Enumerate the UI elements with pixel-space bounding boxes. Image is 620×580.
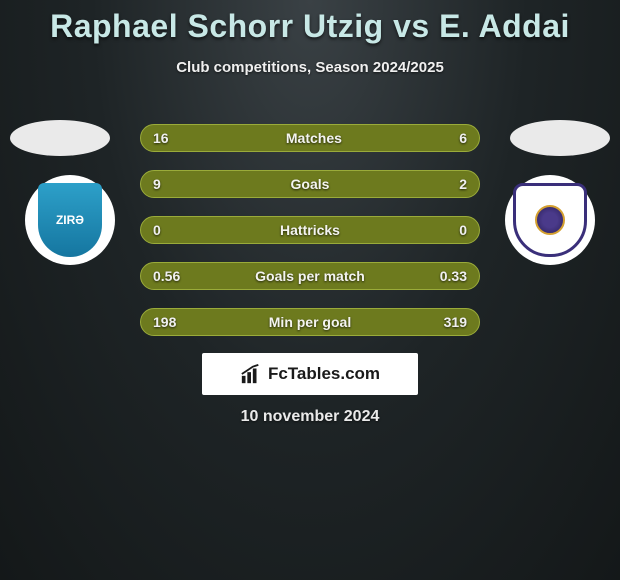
stat-right-value: 2 [459,176,467,192]
stat-left-value: 198 [153,314,176,330]
stat-row: 9 Goals 2 [140,170,480,198]
player-left-avatar [10,120,110,156]
stat-row: 0.56 Goals per match 0.33 [140,262,480,290]
page-title: Raphael Schorr Utzig vs E. Addai [0,0,620,45]
branding-banner[interactable]: FcTables.com [202,353,418,395]
stat-label: Goals [161,176,459,192]
stat-left-value: 9 [153,176,161,192]
stat-right-value: 0 [459,222,467,238]
stat-row: 16 Matches 6 [140,124,480,152]
stat-right-value: 6 [459,130,467,146]
stat-label: Hattricks [161,222,459,238]
stats-table: 16 Matches 6 9 Goals 2 0 Hattricks 0 0.5… [140,124,480,354]
stat-left-value: 0 [153,222,161,238]
player-right-avatar [510,120,610,156]
date-text: 10 november 2024 [0,408,620,426]
stat-label: Goals per match [180,268,440,284]
team-badge-left-shield: ZIRƏ [38,183,102,257]
stat-right-value: 319 [444,314,467,330]
stat-row: 0 Hattricks 0 [140,216,480,244]
team-badge-right [505,175,595,265]
stat-left-value: 16 [153,130,169,146]
stat-right-value: 0.33 [440,268,467,284]
stat-label: Matches [169,130,460,146]
team-left-short: ZIRƏ [56,213,84,227]
stat-row: 198 Min per goal 319 [140,308,480,336]
branding-text: FcTables.com [268,364,380,384]
team-badge-right-shield [513,183,587,257]
stat-left-value: 0.56 [153,268,180,284]
ball-icon [535,205,565,235]
stat-label: Min per goal [176,314,443,330]
subtitle: Club competitions, Season 2024/2025 [0,59,620,76]
bar-chart-icon [240,363,262,385]
team-badge-left: ZIRƏ [25,175,115,265]
